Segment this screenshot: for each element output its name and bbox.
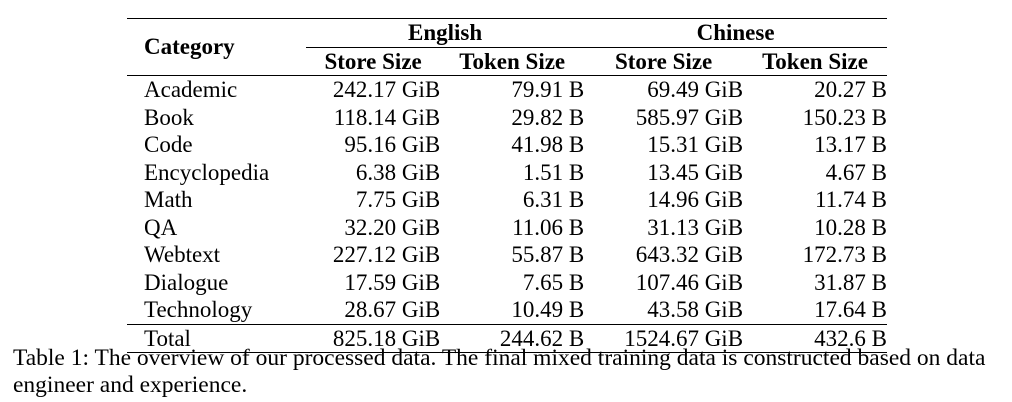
table-row: Webtext 227.12 GiB 55.87 B 643.32 GiB 17… [127, 241, 887, 269]
cell-en-store: 227.12 GiB [332, 242, 441, 267]
cell-category: Book [144, 104, 194, 130]
cell-en-store: 7.75 GiB [355, 187, 441, 212]
cell-total-en-store: 825.18 GiB [332, 325, 441, 351]
cell-zh-token: 4.67 B [825, 159, 887, 185]
table-header-row-subcolumns: Store Size Token Size Store Size Token S… [127, 47, 887, 76]
cell-en-token: 41.98 B [511, 132, 585, 157]
cell-zh-token: 13.17 B [814, 132, 887, 157]
cell-total-en-token: 244.62 B [499, 325, 585, 351]
cell-zh-token: 17.64 B [814, 297, 887, 322]
cell-total-zh-store: 1524.67 GiB [624, 325, 744, 351]
cell-category: Encyclopedia [144, 159, 270, 185]
cell-zh-token: 172.73 B [802, 242, 887, 267]
cell-zh-store: 643.32 GiB [635, 242, 744, 267]
table-row: Dialogue 17.59 GiB 7.65 B 107.46 GiB 31.… [127, 269, 887, 297]
cell-zh-store: 15.31 GiB [647, 132, 744, 157]
data-overview-table: Category English Chinese Store Size Toke… [127, 18, 887, 353]
table-header-row-groups: Category English Chinese [127, 18, 887, 76]
cell-en-token: 11.06 B [512, 214, 585, 240]
cell-zh-store: 585.97 GiB [635, 104, 744, 130]
cell-zh-token: 31.87 B [814, 269, 887, 295]
header-category: Category [127, 18, 306, 76]
cell-en-token: 7.65 B [522, 269, 585, 295]
cell-category: Technology [144, 297, 253, 322]
header-en-store-size: Store Size [324, 48, 422, 74]
cell-en-store: 17.59 GiB [344, 269, 441, 295]
cell-category: Code [144, 132, 193, 157]
header-en-token-size: Token Size [459, 48, 566, 74]
cell-zh-token: 10.28 B [814, 214, 887, 240]
cell-en-store: 118.14 GiB [333, 104, 441, 130]
cell-category: Math [144, 187, 193, 212]
cell-zh-store: 43.58 GiB [647, 297, 744, 322]
table-total-row: Total 825.18 GiB 244.62 B 1524.67 GiB 43… [127, 324, 887, 353]
table-row: Book 118.14 GiB 29.82 B 585.97 GiB 150.2… [127, 104, 887, 132]
data-overview-table-container: Category English Chinese Store Size Toke… [127, 18, 887, 353]
header-group-chinese: Chinese [584, 18, 887, 48]
table-row: Math 7.75 GiB 6.31 B 14.96 GiB 11.74 B [127, 186, 887, 214]
cell-en-token: 6.31 B [522, 187, 585, 212]
cell-en-token: 1.51 B [522, 159, 585, 185]
header-zh-store-size: Store Size [614, 48, 713, 74]
cell-zh-store: 13.45 GiB [647, 159, 744, 185]
cell-zh-token: 20.27 B [814, 77, 887, 102]
cell-en-store: 242.17 GiB [332, 77, 441, 102]
cell-category: Dialogue [144, 269, 229, 295]
cell-en-store: 28.67 GiB [344, 297, 441, 322]
cell-zh-store: 69.49 GiB [647, 77, 744, 102]
cell-en-token: 10.49 B [511, 297, 585, 322]
cell-total-label: Total [144, 325, 191, 351]
table-row: Academic 242.17 GiB 79.91 B 69.49 GiB 20… [127, 75, 887, 104]
cell-zh-store: 31.13 GiB [647, 214, 744, 240]
cell-category: QA [144, 214, 178, 240]
cell-zh-store: 107.46 GiB [635, 269, 744, 295]
table-row: Encyclopedia 6.38 GiB 1.51 B 13.45 GiB 4… [127, 159, 887, 187]
cell-en-store: 6.38 GiB [355, 159, 441, 185]
header-zh-token-size: Token Size [762, 48, 868, 74]
cell-en-store: 32.20 GiB [344, 214, 441, 240]
cell-category: Webtext [144, 242, 221, 267]
cell-zh-store: 14.96 GiB [647, 187, 744, 212]
cell-zh-token: 150.23 B [802, 104, 887, 130]
table-row: Technology 28.67 GiB 10.49 B 43.58 GiB 1… [127, 296, 887, 324]
cell-category: Academic [144, 77, 238, 102]
cell-en-store: 95.16 GiB [344, 132, 441, 157]
cell-en-token: 55.87 B [511, 242, 585, 267]
table-row: Code 95.16 GiB 41.98 B 15.31 GiB 13.17 B [127, 131, 887, 159]
cell-en-token: 29.82 B [511, 104, 585, 130]
cell-en-token: 79.91 B [511, 77, 585, 102]
header-group-english: English [305, 18, 585, 48]
table-caption: Table 1: The overview of our processed d… [13, 345, 986, 398]
table-row: QA 32.20 GiB 11.06 B 31.13 GiB 10.28 B [127, 214, 887, 242]
cell-zh-token: 11.74 B [815, 187, 887, 212]
cell-total-zh-token: 432.6 B [814, 325, 887, 351]
